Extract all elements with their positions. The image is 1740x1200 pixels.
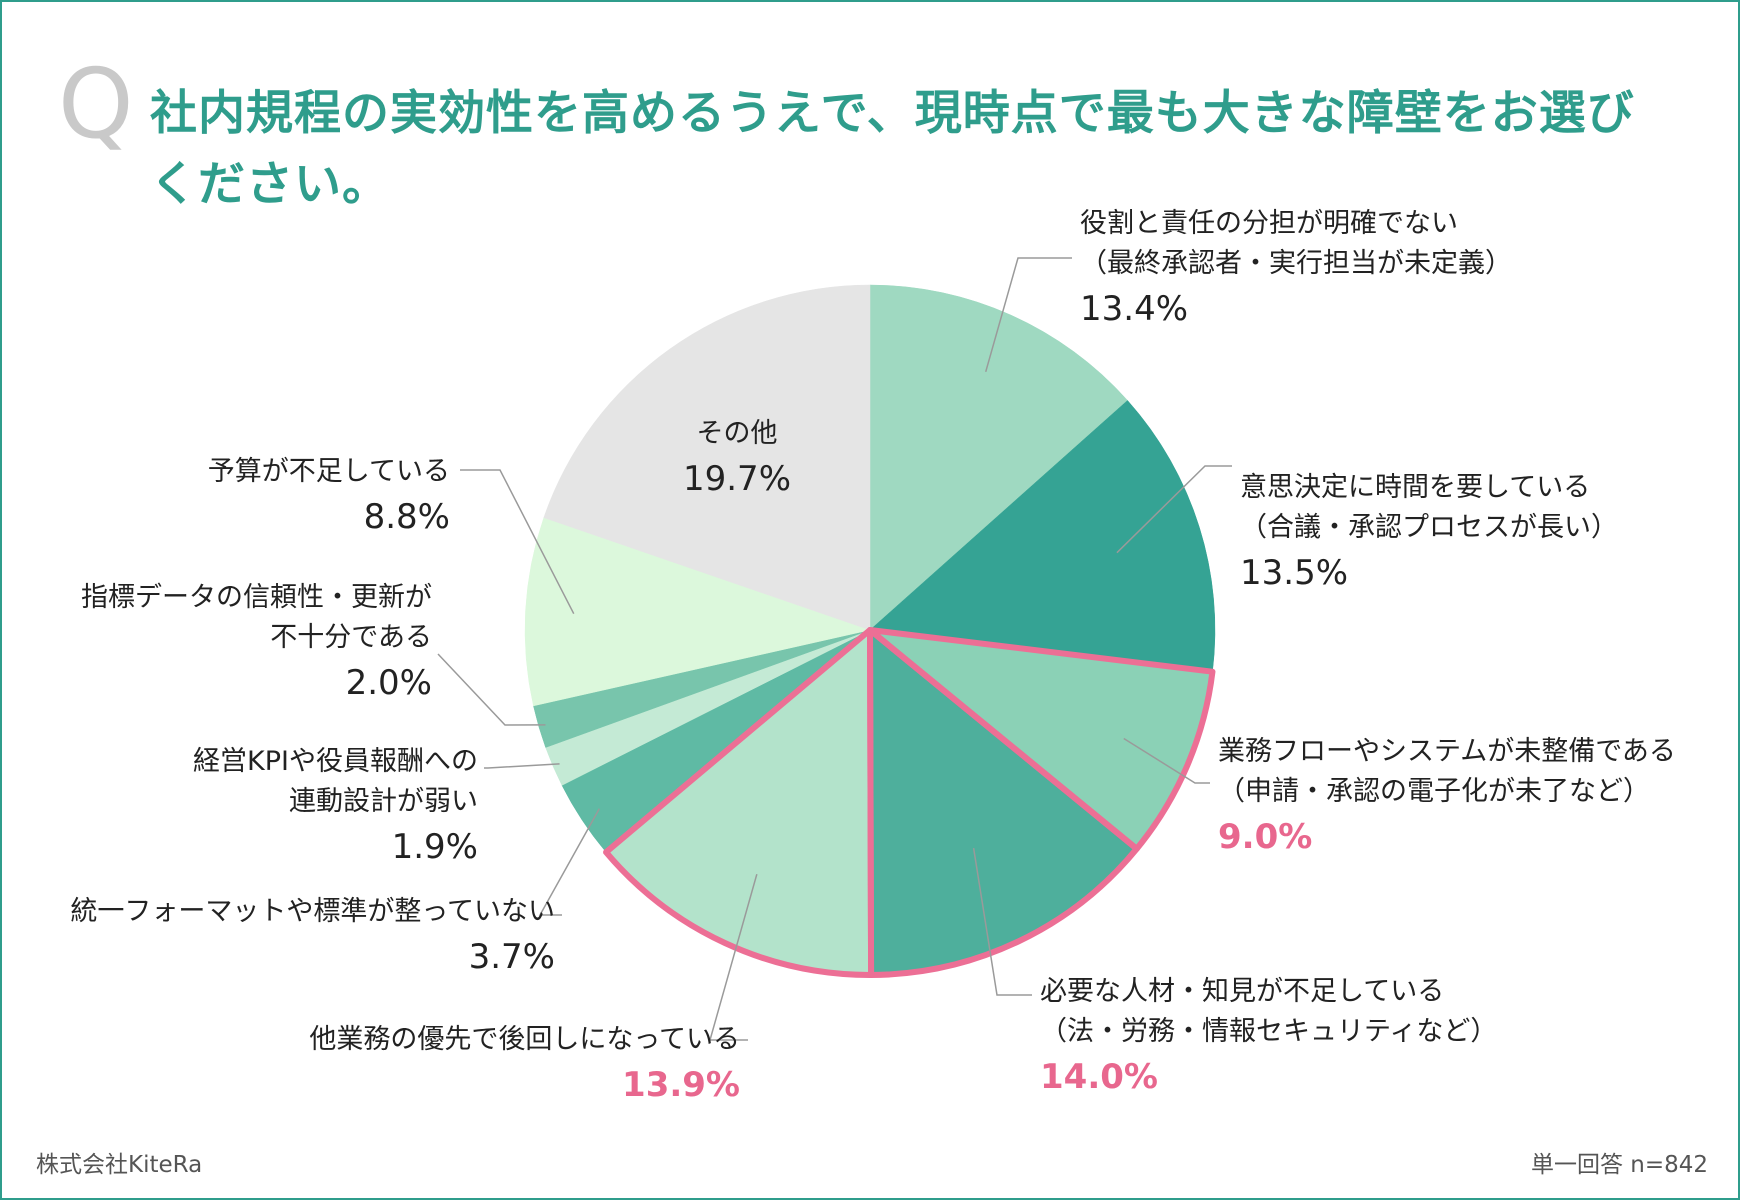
slice-labels: 役割と責任の分担が明確でない （最終承認者・実行担当が未定義） 13.4% 意思決定に… bbox=[70, 208, 1676, 1105]
slice-4-leader-line bbox=[709, 873, 758, 1041]
slice-3-label-line-1: 必要な人材・知見が不足している bbox=[1040, 976, 1444, 1007]
slice-3-label-line-2: （法・労務・情報セキュリティなど） bbox=[1040, 1016, 1497, 1047]
slice-2-value-label: 9.0% bbox=[1218, 817, 1312, 857]
slice-4-label-line-1: 他業務の優先で後回しになっている bbox=[309, 1024, 740, 1055]
slice-0-label-line-2: （最終承認者・実行担当が未定義） bbox=[1080, 248, 1512, 279]
slice-6-label-line-2: 連動設計が弱い bbox=[289, 786, 478, 817]
slice-9-value-label: 19.7% bbox=[683, 459, 791, 499]
slice-7-label-line-1: 指標データの信頼性・更新が bbox=[81, 582, 432, 613]
slice-4-value-label: 13.9% bbox=[622, 1065, 740, 1105]
slice-8-label-line-1: 予算が不足している bbox=[208, 456, 450, 487]
slice-8 bbox=[524, 517, 871, 707]
sample-note: 単一回答 n=842 bbox=[1530, 1152, 1708, 1178]
slice-3-outline bbox=[867, 627, 1140, 978]
slice-6-label-line-1: 経営KPIや役員報酬への bbox=[193, 746, 478, 777]
slice-9-label-line-1: その他 bbox=[697, 418, 778, 449]
slice-2-leader-line bbox=[1123, 737, 1210, 784]
company-name: 株式会社KiteRa bbox=[36, 1152, 203, 1178]
slice-7-leader-line bbox=[437, 653, 546, 726]
slice-7-value-label: 2.0% bbox=[346, 663, 432, 703]
slice-1-leader-line bbox=[1116, 465, 1232, 554]
chart-title: 社内規程の実効性を高めるうえで、現時点で最も大きな障壁をお選びください。 bbox=[150, 86, 1635, 212]
slice-1 bbox=[869, 400, 1216, 672]
slice-0-value-label: 13.4% bbox=[1080, 289, 1188, 329]
slice-3-value-label: 14.0% bbox=[1040, 1057, 1158, 1097]
slice-2-label-line-1: 業務フローやシステムが未整備である bbox=[1218, 736, 1676, 767]
slice-9 bbox=[543, 284, 871, 631]
slice-7-label-line-2: 不十分である bbox=[270, 622, 432, 653]
slice-8-value-label: 8.8% bbox=[364, 497, 450, 537]
slice-3-leader-line bbox=[972, 848, 1032, 996]
slice-1-value-label: 13.5% bbox=[1240, 553, 1348, 593]
slice-6-leader-line bbox=[484, 763, 560, 769]
slice-4-outline bbox=[603, 627, 875, 978]
slice-8-leader-line bbox=[460, 469, 575, 615]
slice-5-value-label: 3.7% bbox=[469, 937, 555, 977]
pie-slices bbox=[524, 284, 1216, 976]
question-mark-icon: Q bbox=[58, 48, 134, 160]
slice-1-label-line-2: （合議・承認プロセスが長い） bbox=[1240, 512, 1618, 543]
slice-2-label-line-2: （申請・承認の電子化が未了など） bbox=[1218, 776, 1650, 807]
slice-6-value-label: 1.9% bbox=[392, 827, 478, 867]
slice-5-leader-line bbox=[538, 808, 600, 916]
slice-5-label-line-1: 統一フォーマットや標準が整っていない bbox=[70, 896, 555, 927]
slice-0 bbox=[869, 284, 1128, 631]
slice-0-leader-line bbox=[984, 257, 1072, 373]
slice-0-label-line-1: 役割と責任の分担が明確でない bbox=[1080, 208, 1458, 239]
slice-1-label-line-1: 意思決定に時間を要している bbox=[1240, 472, 1590, 503]
slice-2-outline bbox=[867, 627, 1216, 852]
highlight-outlines bbox=[603, 627, 1216, 978]
